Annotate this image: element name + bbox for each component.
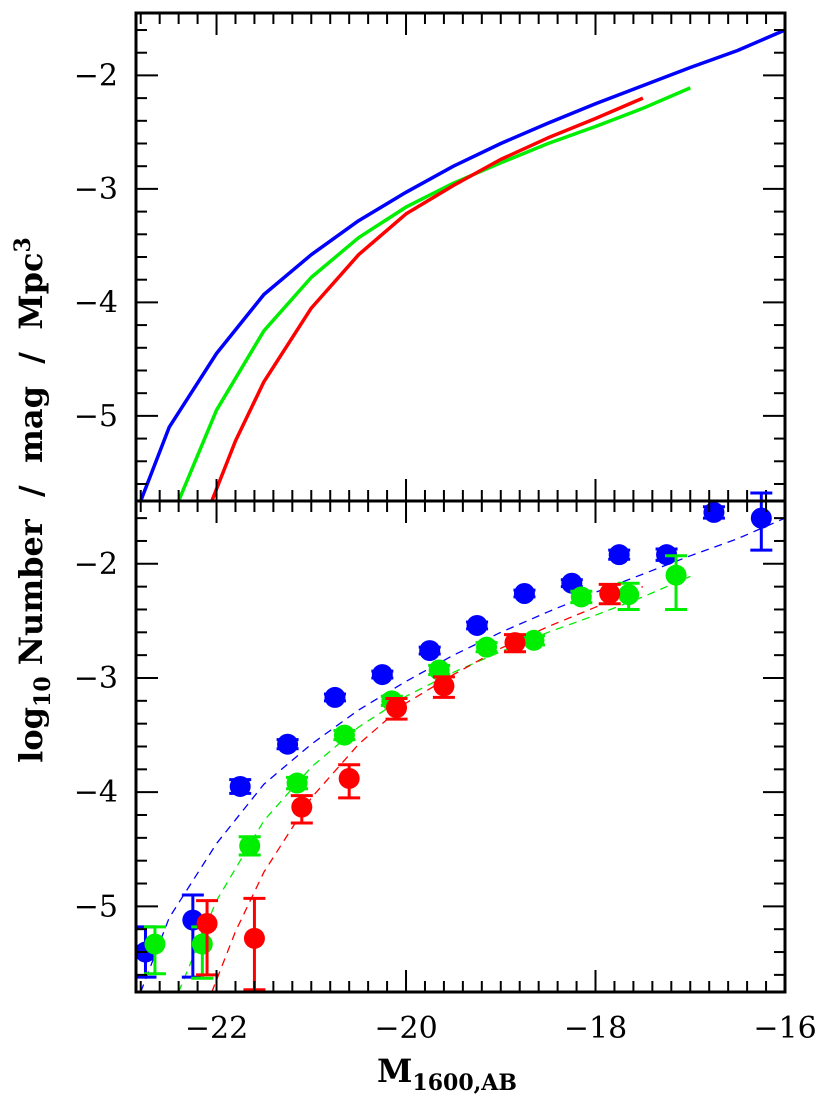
top-panel-y-tick-label: −3 [74,172,118,207]
data-point [476,636,498,658]
bottom-panel-y-tick-labels: −5 −4 −3 −2 [74,547,118,925]
top-panel-ticks [136,13,786,501]
top-panel-curves [139,28,786,502]
x-axis-label-subscript: 1600,AB [412,1070,517,1096]
data-point [386,697,408,719]
data-point [191,933,213,955]
data-point [277,733,299,755]
y-axis-label-log: log [12,707,50,763]
data-point [466,614,488,636]
data-point [196,912,218,934]
x-tick-labels: −22 −20 −18 −16 [185,1011,817,1046]
x-tick-label: −16 [753,1011,816,1046]
top-panel-curve [139,28,786,502]
y-axis-label-subscript: 10 [30,676,56,707]
y-axis-label-superscript: 3 [10,237,36,252]
data-point [324,686,346,708]
top-panel-y-tick-labels: −5 −4 −3 −2 [74,58,118,434]
x-axis-label: M1600,AB [377,1052,517,1096]
data-point [750,507,772,529]
top-panel-frame [134,11,787,503]
data-point [291,796,313,818]
bottom-panel-frame [134,499,787,994]
x-tick-label: −20 [374,1011,437,1046]
data-point [338,767,360,789]
x-tick-label: −18 [564,1011,627,1046]
x-axis-label-main: M [377,1052,412,1090]
bottom-panel-ticks [136,501,786,992]
top-panel-y-tick-label: −5 [74,399,118,434]
data-point [433,675,455,697]
data-point [333,724,355,746]
data-point [523,629,545,651]
bottom-panel-data-points [134,491,773,992]
bottom-panel-fit-curve [177,575,691,993]
data-point [419,640,441,662]
bottom-panel: −5 −4 −3 −2 −22 −20 −18 −16 [74,491,817,1046]
data-point [144,933,166,955]
bottom-panel-y-tick-label: −4 [74,775,118,810]
bottom-panel-y-tick-label: −2 [74,547,118,582]
data-point [286,772,308,794]
bottom-panel-y-tick-label: −3 [74,661,118,696]
data-point [243,927,265,949]
data-point [239,835,261,857]
y-axis-label-main: Number / mag / Mpc [12,252,50,676]
bottom-panel-fit-curves [140,517,786,993]
data-point [504,632,526,654]
top-panel-y-tick-label: −4 [74,285,118,320]
top-panel: −5 −4 −3 −2 [74,11,787,503]
x-tick-label: −22 [185,1011,248,1046]
top-panel-y-tick-label: −2 [74,58,118,93]
bottom-panel-y-tick-label: −5 [74,889,118,924]
bottom-panel-fit-curve [140,517,786,993]
data-point [570,586,592,608]
data-point [618,584,640,606]
data-point [703,501,725,523]
data-point [599,582,621,604]
y-axis-label: log10 Number / mag / Mpc3 [10,237,56,763]
data-point [608,544,630,566]
data-point [428,659,450,681]
bottom-panel-fit-curve [211,586,644,993]
data-point [665,564,687,586]
data-point [229,775,251,797]
top-panel-curve [176,86,691,502]
data-point [513,582,535,604]
top-panel-curve [210,96,644,502]
data-point [371,664,393,686]
